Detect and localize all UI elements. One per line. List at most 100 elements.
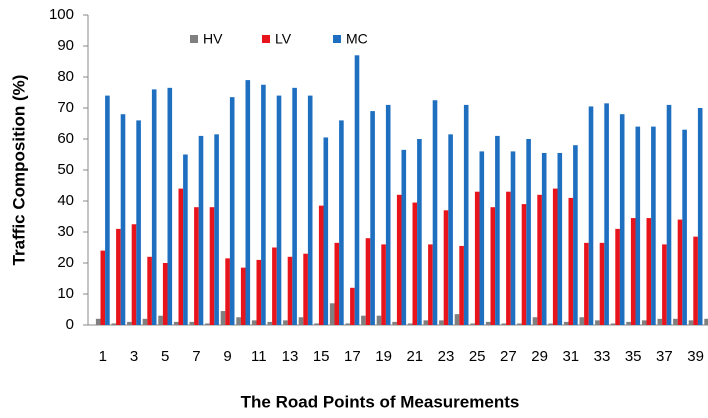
bar [697,108,703,325]
y-tick-label: 80 [57,68,74,85]
x-tick-label: 11 [251,348,267,365]
bar [198,135,204,325]
bar [635,126,641,325]
x-tick-label: 35 [625,348,642,365]
bar [162,263,168,325]
x-axis-title: The Road Points of Measurements [241,392,520,411]
bar [111,323,117,325]
bar [615,228,620,325]
bar [229,97,235,326]
x-tick-label: 17 [344,348,361,365]
bar [401,149,407,325]
x-tick-label: 3 [130,348,138,365]
bar [459,245,464,325]
bar [214,134,219,325]
bar [240,267,246,325]
bar [396,194,402,325]
x-tick-label: 21 [406,348,423,365]
bar [131,224,137,325]
bar [307,95,313,325]
bar [688,320,694,325]
bar [448,134,453,325]
bar [245,80,251,325]
bar [641,320,647,325]
y-tick-label: 40 [57,192,74,209]
bar [537,194,542,325]
bar [579,317,585,325]
bar [588,106,594,325]
x-tick-label: 5 [161,348,169,365]
bar [619,114,625,325]
y-tick-label: 100 [49,6,74,23]
bar [276,95,282,325]
bar [334,242,340,325]
bar [272,247,277,325]
bar [323,137,329,325]
bar [329,303,335,325]
y-tick-label: 20 [57,254,74,271]
bar [521,204,527,325]
bar [501,323,507,325]
bar [595,320,600,325]
bar [454,314,460,325]
bar [682,129,687,325]
bar [626,321,631,325]
bar [392,321,397,325]
x-tick-label: 29 [531,348,548,365]
bar [314,323,319,325]
bar [370,111,375,325]
x-tick-label: 13 [282,348,299,365]
bar [167,87,173,325]
bar [339,120,344,326]
bar [292,87,297,325]
bar [220,311,226,325]
bar [116,228,121,325]
bar [610,323,616,325]
bar [463,104,469,326]
bar [178,188,184,325]
bar [657,318,663,325]
bar [147,256,152,325]
bar [267,321,273,325]
bar [158,315,163,325]
bar [526,139,531,325]
bar [189,321,195,325]
bar [474,191,480,325]
bar [385,104,391,326]
bar [568,197,574,325]
bar [548,323,553,325]
bar [354,55,360,326]
bar [205,323,210,325]
bar [407,323,413,325]
x-tick-label: 23 [438,348,455,365]
legend-swatch [190,35,198,43]
bar [541,152,547,325]
bar [646,218,652,325]
y-tick-label: 10 [57,285,74,302]
y-tick-label: 70 [57,99,74,116]
y-tick-label: 90 [57,37,74,54]
bar [209,207,215,325]
bar [662,244,667,325]
bar [100,250,106,325]
bar [350,287,355,325]
bar [376,315,382,325]
bar [318,205,324,325]
bar [573,145,578,325]
x-tick-label: 39 [687,348,704,365]
bar [557,152,563,325]
bar [443,210,449,325]
legend-swatch [333,35,341,43]
y-tick-label: 60 [57,130,74,147]
bar [479,151,485,325]
x-tick-label: 33 [594,348,611,365]
x-tick-label: 31 [562,348,579,365]
y-tick-label: 50 [57,161,74,178]
bar [287,256,293,325]
bar [136,120,141,326]
x-tick-label: 15 [313,348,330,365]
bar [552,188,558,325]
bar [412,202,418,325]
x-tick-label: 25 [469,348,486,365]
